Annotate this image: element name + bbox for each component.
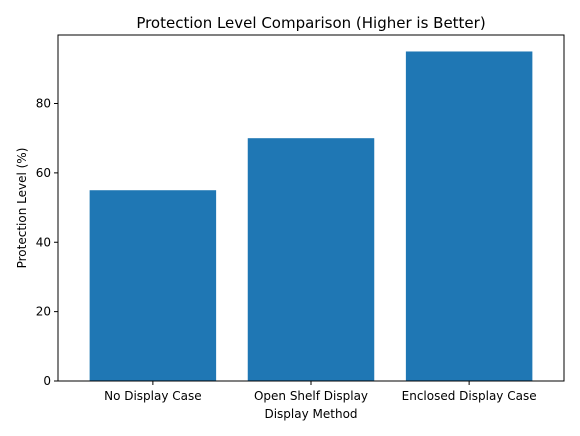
y-tick-label: 80	[36, 97, 51, 111]
x-tick-label: Enclosed Display Case	[402, 389, 537, 403]
plot-frame	[57, 34, 565, 382]
x-axis-label: Display Method	[264, 407, 357, 421]
x-tick-label: Open Shelf Display	[254, 389, 368, 403]
bar	[405, 51, 533, 381]
bar	[247, 138, 375, 381]
y-tick-label: 20	[36, 305, 51, 319]
y-axis-label: Protection Level (%)	[15, 148, 29, 269]
bar	[89, 190, 217, 381]
y-tick-label: 0	[43, 374, 51, 388]
y-tick-label: 40	[36, 235, 51, 249]
bars-group	[89, 51, 533, 381]
x-tick-label: No Display Case	[104, 389, 202, 403]
y-axis-ticks: 0 20 40 60 80	[36, 97, 58, 388]
x-axis-ticks: No Display Case Open Shelf Display Enclose…	[104, 381, 537, 403]
chart-title: Protection Level Comparison (Higher is B…	[136, 14, 485, 32]
y-tick-label: 60	[36, 166, 51, 180]
